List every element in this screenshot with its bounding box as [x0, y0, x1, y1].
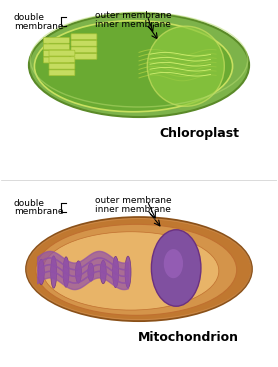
FancyBboxPatch shape — [43, 37, 70, 43]
Ellipse shape — [51, 256, 57, 288]
FancyBboxPatch shape — [49, 57, 75, 63]
FancyBboxPatch shape — [71, 54, 97, 59]
Ellipse shape — [164, 249, 183, 278]
Ellipse shape — [38, 259, 44, 285]
Ellipse shape — [88, 263, 94, 281]
Text: inner membrane: inner membrane — [95, 20, 171, 29]
Ellipse shape — [26, 217, 252, 321]
Ellipse shape — [100, 260, 106, 284]
Ellipse shape — [43, 232, 219, 310]
FancyBboxPatch shape — [49, 63, 75, 69]
Ellipse shape — [63, 257, 69, 287]
Text: double: double — [14, 199, 45, 208]
FancyBboxPatch shape — [43, 44, 70, 50]
FancyBboxPatch shape — [71, 47, 97, 53]
Text: Chloroplast: Chloroplast — [160, 127, 240, 140]
Text: membrane: membrane — [14, 207, 63, 217]
Text: inner membrane: inner membrane — [95, 205, 171, 214]
Text: Mitochondrion: Mitochondrion — [138, 331, 239, 344]
Ellipse shape — [75, 261, 81, 283]
Ellipse shape — [147, 26, 224, 106]
FancyBboxPatch shape — [71, 40, 97, 46]
Text: double: double — [14, 13, 45, 22]
FancyBboxPatch shape — [71, 34, 97, 40]
Text: membrane: membrane — [14, 22, 63, 31]
FancyBboxPatch shape — [49, 50, 75, 56]
Ellipse shape — [36, 224, 237, 315]
Ellipse shape — [125, 256, 131, 288]
FancyBboxPatch shape — [43, 51, 70, 57]
Text: outer membrane: outer membrane — [95, 11, 172, 21]
Ellipse shape — [113, 257, 119, 288]
FancyBboxPatch shape — [43, 57, 70, 63]
Text: outer membrane: outer membrane — [95, 196, 172, 206]
FancyBboxPatch shape — [49, 70, 75, 76]
Ellipse shape — [34, 21, 233, 112]
Ellipse shape — [152, 230, 201, 306]
Ellipse shape — [29, 13, 249, 117]
